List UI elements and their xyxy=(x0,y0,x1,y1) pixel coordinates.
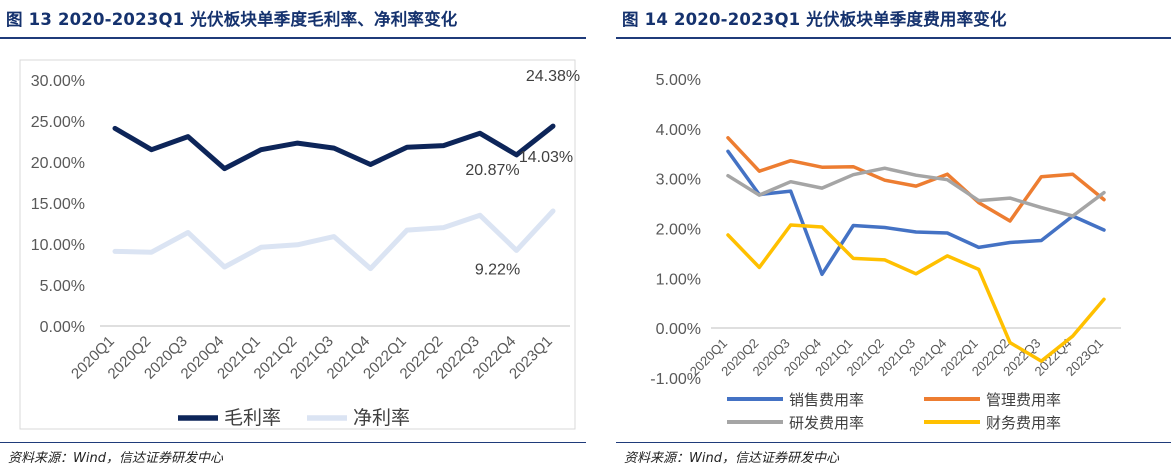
right-chart-panel: 图 14 2020-2023Q1 光伏板块单季度费用率变化 -1.00% 0.00… xyxy=(616,0,1171,474)
legend-label: 管理费用率 xyxy=(986,392,1061,409)
legend-label: 净利率 xyxy=(353,407,410,429)
y-tick-label: 10.00% xyxy=(31,237,85,254)
series-line-3 xyxy=(726,223,1106,363)
y-tick-label: 15.00% xyxy=(31,196,85,213)
legend-label: 毛利率 xyxy=(224,407,281,429)
legend-label: 销售费用率 xyxy=(789,392,864,409)
expense-line-chart: -1.00%0.00%1.00%2.00%3.00%4.00%5.00%2020… xyxy=(650,72,1121,432)
y-tick-label: 2.00% xyxy=(656,222,701,239)
y-tick-label: 5.00% xyxy=(656,72,701,89)
y-tick-label: 30.00% xyxy=(31,73,85,90)
series-line-2 xyxy=(726,166,1106,218)
right-chart-title: 图 14 2020-2023Q1 光伏板块单季度费用率变化 xyxy=(622,10,1007,29)
y-tick-label: 25.00% xyxy=(31,114,85,131)
y-tick-label: 0.00% xyxy=(656,321,701,338)
legend-label: 研发费用率 xyxy=(789,415,864,432)
series-line-1 xyxy=(726,136,1106,223)
left-source-rule xyxy=(0,442,586,443)
left-chart-source: 资料来源：Wind，信达证券研发中心 xyxy=(8,451,223,466)
y-tick-label: 5.00% xyxy=(40,278,85,295)
left-chart-panel: 图 13 2020-2023Q1 光伏板块单季度毛利率、净利率变化 0.00% 5… xyxy=(0,10,586,466)
plot-frame xyxy=(19,59,576,430)
left-title-rule xyxy=(0,37,586,39)
data-label: 9.22% xyxy=(475,261,520,278)
data-label: 24.38% xyxy=(526,68,580,85)
right-source-rule xyxy=(616,442,1171,443)
margin-line-chart: 0.00% 5.00% 10.00% 15.00% 20.00% 25.00% 30.00%… xyxy=(19,59,580,430)
y-tick-label: 0.00% xyxy=(40,319,85,336)
y-tick-label: 3.00% xyxy=(656,172,701,189)
y-tick-label: 20.00% xyxy=(31,155,85,172)
legend-label: 财务费用率 xyxy=(986,415,1061,432)
y-tick-label: -1.00% xyxy=(650,371,701,388)
series-line-1 xyxy=(112,208,556,272)
right-chart-source: 资料来源：Wind，信达证券研发中心 xyxy=(624,451,839,466)
left-chart-title: 图 13 2020-2023Q1 光伏板块单季度毛利率、净利率变化 xyxy=(6,10,458,29)
data-label: 14.03% xyxy=(519,149,573,166)
right-title-rule xyxy=(616,37,1171,39)
data-label: 20.87% xyxy=(465,162,519,179)
y-tick-label: 1.00% xyxy=(656,271,701,288)
series-line-0 xyxy=(726,149,1106,277)
y-tick-label: 4.00% xyxy=(656,122,701,139)
